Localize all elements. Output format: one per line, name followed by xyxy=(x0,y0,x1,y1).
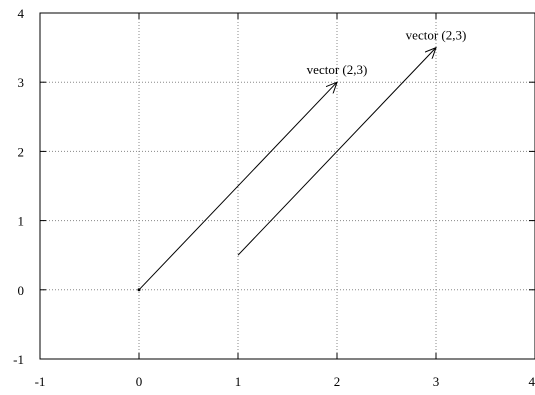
x-tick-label: 2 xyxy=(334,374,341,389)
plot-frame xyxy=(39,12,535,360)
x-tick-label: -1 xyxy=(35,374,46,389)
vector-arrow xyxy=(138,82,337,291)
y-tick-label: -1 xyxy=(13,352,24,367)
y-tick-label: 3 xyxy=(18,75,25,90)
axis-ticks xyxy=(39,12,535,360)
x-tick-label: 4 xyxy=(529,374,535,389)
vector-arrow xyxy=(237,48,436,256)
grid xyxy=(40,13,535,359)
y-tick-label: 4 xyxy=(18,6,25,21)
x-tick-label: 1 xyxy=(235,374,242,389)
x-tick-labels: -1 0 1 2 3 4 xyxy=(35,374,535,389)
vector-label: vector (2,3) xyxy=(307,62,368,77)
y-tick-label: 1 xyxy=(18,214,25,229)
x-tick-label: 0 xyxy=(136,374,143,389)
y-tick-labels: -1 0 1 2 3 4 xyxy=(13,6,24,367)
y-tick-label: 2 xyxy=(18,144,25,159)
vector-label: vector (2,3) xyxy=(406,28,467,43)
x-tick-label: 3 xyxy=(433,374,440,389)
vectors: vector (2,3) vector (2,3) xyxy=(137,28,467,292)
y-tick-label: 0 xyxy=(18,283,25,298)
